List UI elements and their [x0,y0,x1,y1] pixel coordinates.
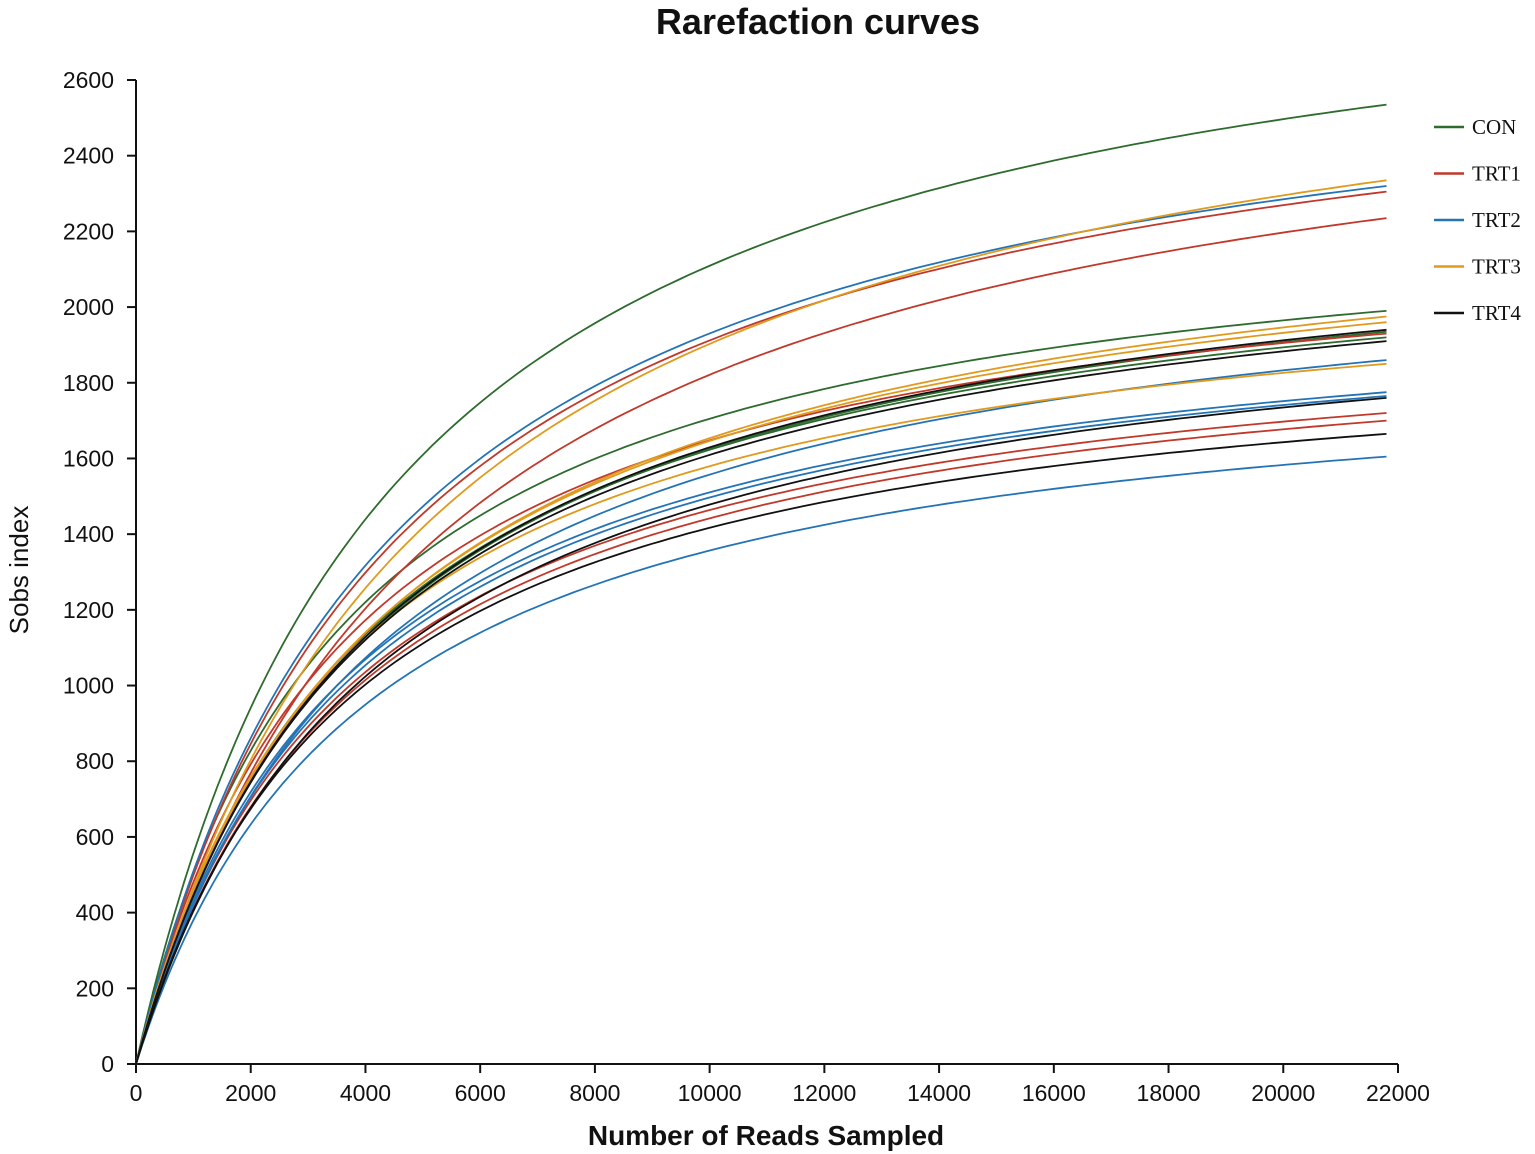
series-line-con [135,330,1387,1065]
x-axis-label: Number of Reads Sampled [588,1120,944,1151]
series-line-trt1 [135,412,1387,1065]
y-tick-label: 1600 [63,445,114,471]
y-tick-label: 200 [76,975,114,1001]
legend-label-trt3: TRT3 [1472,255,1521,279]
x-tick-label: 4000 [340,1080,391,1106]
y-tick-label: 1200 [63,597,114,623]
series-line-trt2 [135,455,1387,1065]
legend-label-trt4: TRT4 [1472,301,1521,325]
x-tick-label: 10000 [678,1080,742,1106]
series-line-trt3 [135,362,1387,1065]
series-line-con [135,103,1387,1065]
y-axis-label: Sobs index [4,506,34,635]
series-lines [135,103,1387,1065]
axes [135,80,1398,1065]
x-tick-label: 16000 [1022,1080,1086,1106]
legend-label-trt1: TRT1 [1472,162,1521,186]
y-tick-label: 2200 [63,218,114,244]
series-line-trt1 [135,419,1387,1065]
series-line-trt2 [135,359,1387,1065]
y-tick-label: 1800 [63,370,114,396]
series-line-trt2 [135,391,1387,1065]
x-tick-label: 22000 [1366,1080,1430,1106]
x-tick-label: 14000 [907,1080,971,1106]
x-tick-label: 18000 [1137,1080,1201,1106]
legend-label-con: CON [1472,115,1516,139]
series-line-trt1 [135,190,1387,1065]
series-line-trt4 [135,340,1387,1065]
series-line-trt3 [135,179,1387,1065]
y-tick-label: 800 [76,748,114,774]
legend: CON TRT1 TRT2 TRT3 TRT4 [1434,115,1521,325]
y-tick-label: 0 [101,1051,114,1077]
series-line-con [135,310,1387,1065]
x-tick-label: 0 [130,1080,143,1106]
series-line-trt3 [135,315,1387,1065]
series-line-trt2 [135,395,1387,1065]
y-tick-label: 1000 [63,673,114,699]
y-tick-label: 2000 [63,294,114,320]
chart-title: Rarefaction curves [656,1,980,42]
x-axis-ticks: 0 2000 4000 6000 8000 10000 12000 14000 16000 180… [130,1064,1430,1106]
y-axis-ticks: 0 200 400 600 800 1000 1200 1400 1600 1800 2000 220… [63,67,136,1077]
x-tick-label: 20000 [1251,1080,1315,1106]
x-tick-label: 8000 [569,1080,620,1106]
x-tick-label: 2000 [225,1080,276,1106]
x-tick-label: 6000 [455,1080,506,1106]
legend-label-trt2: TRT2 [1472,208,1521,232]
x-tick-label: 12000 [792,1080,856,1106]
y-tick-label: 2600 [63,67,114,93]
y-tick-label: 1400 [63,521,114,547]
y-tick-label: 600 [76,824,114,850]
series-line-trt4 [135,433,1387,1065]
y-tick-label: 400 [76,900,114,926]
y-tick-label: 2400 [63,143,114,169]
